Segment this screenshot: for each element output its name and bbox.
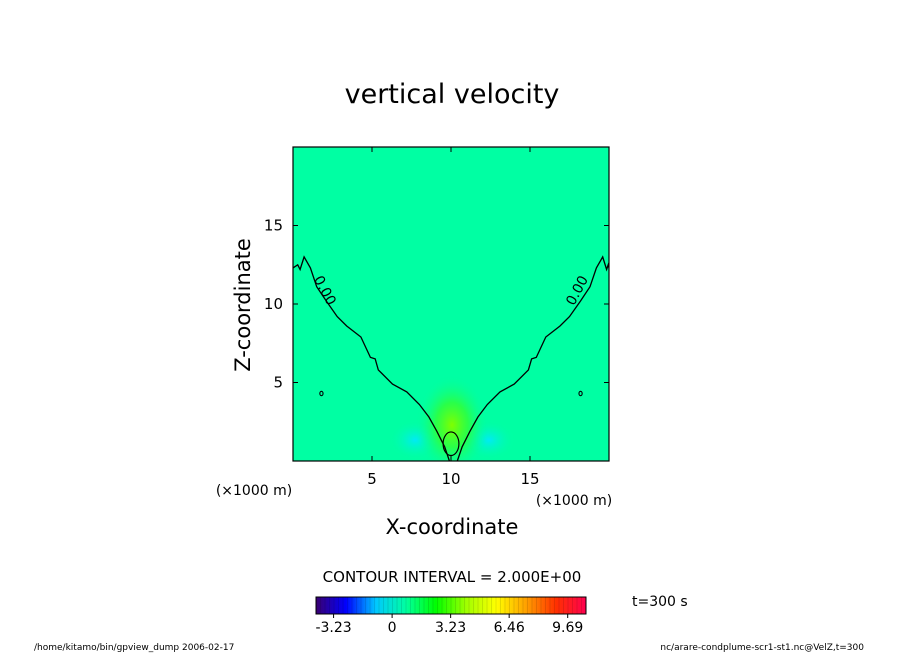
colorbar-tick-label: 3.23 [435,620,466,636]
y-axis-unit: (×1000 m) [216,483,292,499]
x-axis-label: X-coordinate [386,515,519,539]
colorbar-tick-label: -3.23 [315,620,351,636]
updraft-plume [416,375,488,461]
time-label: t=300 s [632,594,688,610]
colorbar-ticks: -3.23 0 3.23 6.46 9.69 [315,597,583,636]
colorbar-tick-label: 9.69 [552,620,583,636]
colorbar-tick-label: 6.46 [494,620,525,636]
contour-small-left [319,390,324,397]
x-tick-label: 5 [367,470,377,488]
chart-title: vertical velocity [345,79,560,110]
contour-zero-right [456,255,609,461]
y-axis-label: Z-coordinate [231,238,255,372]
contour-zero-left [293,255,451,461]
y-tick-label: 10 [264,295,283,313]
contour-inner-oval [442,431,460,457]
x-tick-label: 10 [441,470,460,488]
x-tick-label: 15 [520,470,539,488]
x-axis-unit: (×1000 m) [536,493,612,509]
colorbar-tick-label: 0 [388,620,397,636]
contour-interval-text: CONTOUR INTERVAL = 2.000E+00 [323,568,582,586]
contour-small-right [578,390,583,397]
footer-left: /home/kitamo/bin/gpview_dump 2006-02-17 [34,643,234,653]
contour-lines [293,255,609,461]
y-tick-label: 15 [264,217,283,235]
footer-right: nc/arare-condplume-scr1-st1.nc@VelZ,t=30… [660,643,864,653]
y-tick-label: 5 [273,374,283,392]
colorbar: -3.23 0 3.23 6.46 9.69 [315,596,587,636]
axis-ticks: 5 10 15 5 10 15 [264,147,609,488]
